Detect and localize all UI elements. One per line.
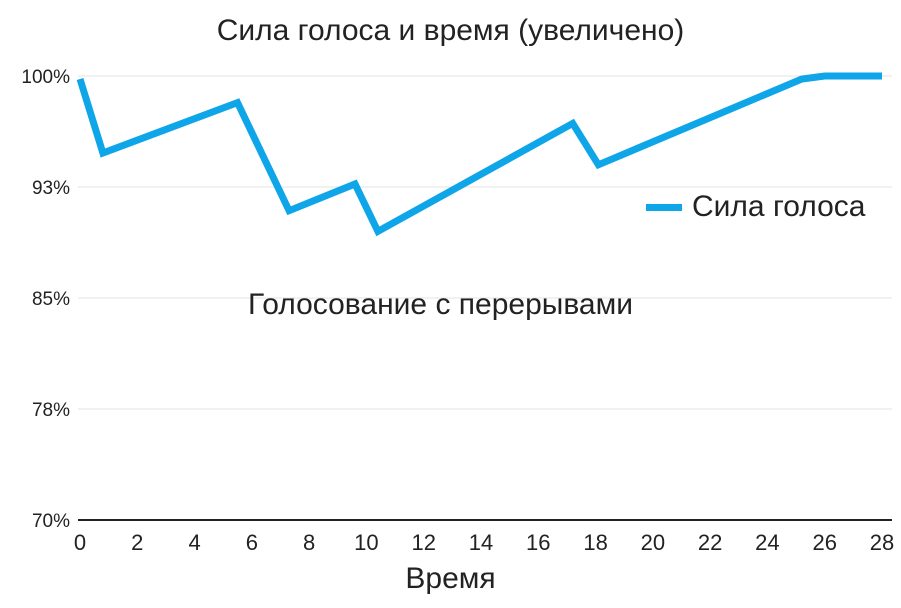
y-axis-ticks: 100% 93% 85% 78% 70% [21,67,70,532]
legend-label: Сила голоса [692,190,866,223]
y-tick-label: 78% [32,400,70,421]
series-layer [76,72,882,237]
chart-title: Сила голоса и время (увеличено) [216,14,685,47]
x-axis-ticks: 0 2 4 6 8 10 12 14 16 18 20 22 24 26 28 [74,530,894,555]
x-tick-label: 28 [870,530,894,555]
x-tick-label: 16 [526,530,550,555]
x-tick-label: 6 [246,530,258,555]
x-tick-label: 26 [812,530,836,555]
legend: Сила голоса [646,190,865,224]
x-tick-label: 24 [755,530,779,555]
chart-annotation: Голосование с перерывами [248,288,633,321]
series-line [76,72,882,237]
x-tick-label: 8 [303,530,315,555]
x-tick-label: 10 [354,530,378,555]
y-tick-label: 70% [32,511,70,532]
x-axis-label: Время [405,562,496,595]
x-tick-label: 2 [131,530,143,555]
y-tick-label: 93% [32,178,70,199]
x-tick-label: 12 [411,530,435,555]
x-tick-label: 4 [188,530,200,555]
gridlines [78,75,892,410]
x-tick-label: 20 [641,530,665,555]
x-tick-label: 18 [583,530,607,555]
legend-swatch [646,203,682,211]
x-tick-label: 22 [698,530,722,555]
y-tick-label: 100% [21,67,70,88]
y-tick-label: 85% [32,289,70,310]
x-tick-label: 0 [74,530,86,555]
x-tick-label: 14 [469,530,493,555]
